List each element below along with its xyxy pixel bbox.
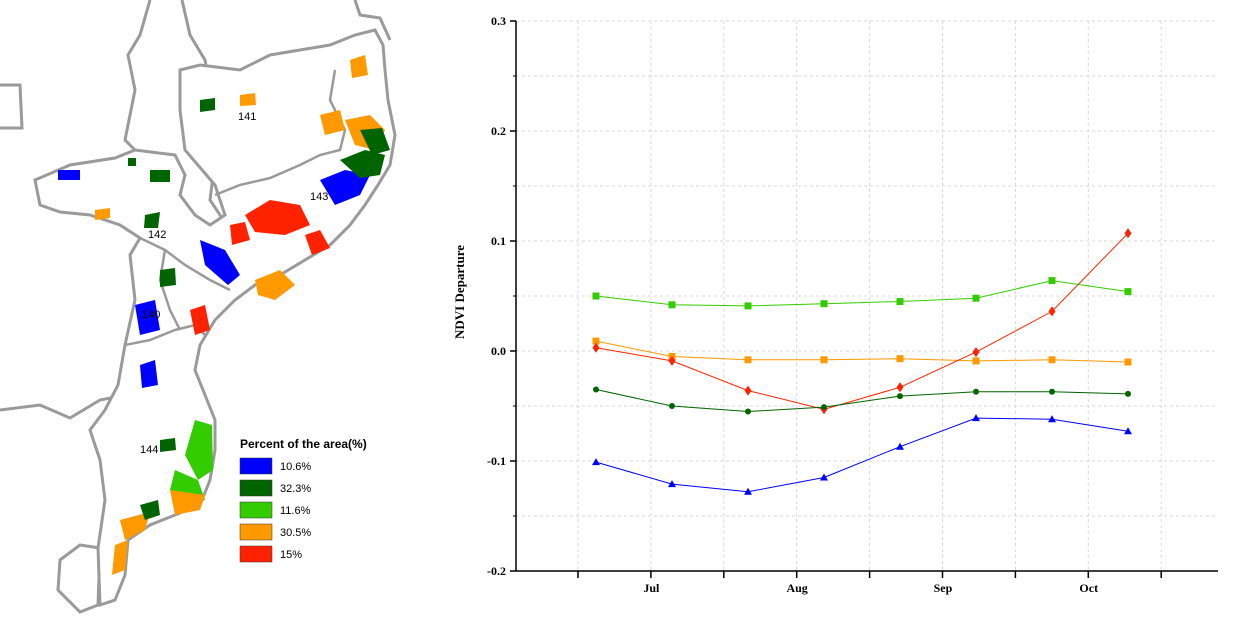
series-marker (896, 355, 904, 363)
region-label-142: 142 (148, 229, 166, 241)
y-tick-label: 0.0 (491, 344, 506, 358)
series-marker (744, 487, 752, 495)
series-marker (820, 356, 828, 364)
grid (516, 20, 1218, 572)
series-marker (668, 355, 676, 366)
region-label-144: 144 (140, 444, 158, 456)
series-marker (1048, 356, 1056, 364)
series-line (595, 340, 1129, 363)
landcover-patches (58, 55, 390, 575)
series-marker (669, 403, 675, 409)
y-axis-label: NDVI Departure (452, 245, 467, 339)
series-marker (820, 473, 828, 481)
series-marker (744, 302, 752, 310)
series-line (595, 280, 1129, 307)
series-line (595, 232, 1129, 410)
series-marker (1124, 358, 1132, 366)
y-tick-label: -0.1 (487, 454, 506, 468)
series-marker (592, 342, 600, 353)
series-marker (1125, 390, 1131, 397)
border-140-inner (158, 249, 182, 331)
series-marker (972, 414, 980, 422)
y-tick-label: 0.3 (491, 14, 506, 28)
border-141-143 (214, 69, 347, 197)
series-marker (972, 357, 980, 365)
series-marker (1049, 388, 1055, 395)
series-line (595, 417, 1129, 493)
legend-swatch (239, 457, 273, 475)
series-marker (1048, 277, 1056, 285)
y-tick-label: 0.1 (491, 234, 506, 248)
y-tick-label: -0.2 (487, 564, 506, 578)
legend-swatch (239, 523, 273, 541)
legend-label: 32.3% (280, 483, 311, 495)
series-marker (1124, 288, 1132, 296)
series-marker (668, 480, 676, 488)
border-north (353, 0, 392, 41)
border-southwest (0, 393, 126, 420)
map-panel: 141 143 142 140 144 Percent of the area(… (0, 0, 420, 618)
x-month-label: Jul (643, 581, 660, 595)
series-marker (1124, 228, 1132, 239)
legend-swatch (239, 501, 273, 519)
axes: 0.3 0.2 0.1 0.0 -0.1 -0.2 Jul Aug Sep Oct (487, 14, 1218, 595)
chart-panel: 0.3 0.2 0.1 0.0 -0.1 -0.2 Jul Aug Sep Oct NDVI De… (440, 0, 1236, 618)
series-marker (820, 300, 828, 308)
series-marker (821, 404, 827, 411)
series-marker (1048, 306, 1056, 317)
legend-label: 11.6% (280, 505, 311, 517)
y-tick-label: 0.2 (491, 124, 506, 138)
country-map: 141 143 142 140 144 Percent of the area(… (0, 0, 397, 614)
legend-swatch (239, 479, 273, 497)
x-month-label: Oct (1079, 581, 1098, 595)
x-month-label: Sep (934, 581, 953, 595)
series-marker (897, 393, 903, 400)
series-marker (1124, 427, 1132, 435)
legend-label: 10.6% (280, 461, 311, 473)
x-month-label: Aug (786, 581, 807, 595)
region-label-141: 141 (238, 111, 256, 123)
border-142-140 (139, 236, 231, 292)
series-marker (745, 408, 751, 415)
border-lake-west (123, 0, 152, 157)
map-legend: Percent of the area(%) 10.6% 32.3% 11.6% 30… (239, 437, 367, 563)
series-marker (896, 442, 904, 450)
series-marker (1048, 415, 1056, 423)
series (592, 228, 1132, 495)
ndvi-chart: 0.3 0.2 0.1 0.0 -0.1 -0.2 Jul Aug Sep Oct NDVI De… (452, 14, 1218, 595)
series-line (595, 389, 1129, 413)
legend-title: Percent of the area(%) (240, 437, 367, 451)
series-marker (744, 385, 752, 396)
border-west-top (0, 83, 24, 130)
series-marker (592, 458, 600, 466)
series-marker (972, 294, 980, 302)
series-marker (668, 301, 676, 309)
series-marker (593, 386, 599, 393)
series-marker (744, 356, 752, 364)
series-marker (592, 337, 600, 345)
series-marker (973, 388, 979, 395)
legend-swatch (239, 545, 273, 563)
series-marker (592, 292, 600, 300)
series-marker (972, 347, 980, 358)
series-marker (896, 298, 904, 305)
series-marker (896, 382, 904, 393)
region-label-143: 143 (310, 191, 328, 203)
border-south-enclave (56, 543, 102, 614)
legend-label: 30.5% (280, 527, 311, 539)
legend-label: 15% (280, 549, 302, 561)
region-label-140: 140 (142, 309, 160, 321)
